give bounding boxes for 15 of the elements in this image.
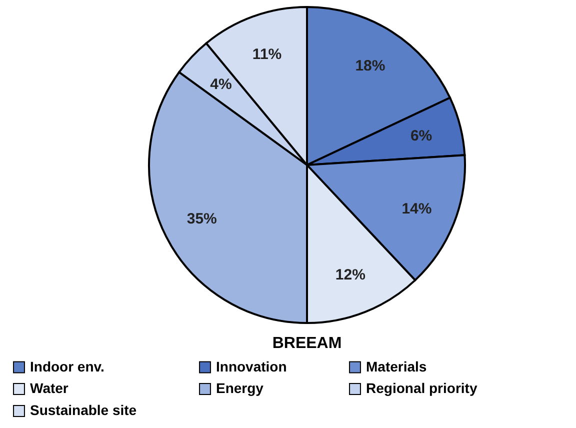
data-label: 14% (402, 200, 432, 218)
data-label: 4% (210, 76, 232, 94)
legend-label: Indoor env. (30, 358, 104, 374)
data-label: 18% (355, 57, 386, 74)
legend-label: Regional priority (366, 380, 478, 396)
data-label: 12% (335, 266, 366, 284)
data-label: 35% (186, 210, 217, 228)
legend-label: Energy (216, 380, 264, 396)
legend-label: Water (30, 380, 69, 396)
legend-label: Innovation (216, 358, 287, 374)
legend-label: Sustainable site (30, 402, 137, 418)
data-label: 6% (410, 128, 432, 145)
text: BREEAM (272, 335, 342, 352)
legend-label: Materials (366, 358, 427, 374)
data-label: 11% (252, 46, 282, 63)
